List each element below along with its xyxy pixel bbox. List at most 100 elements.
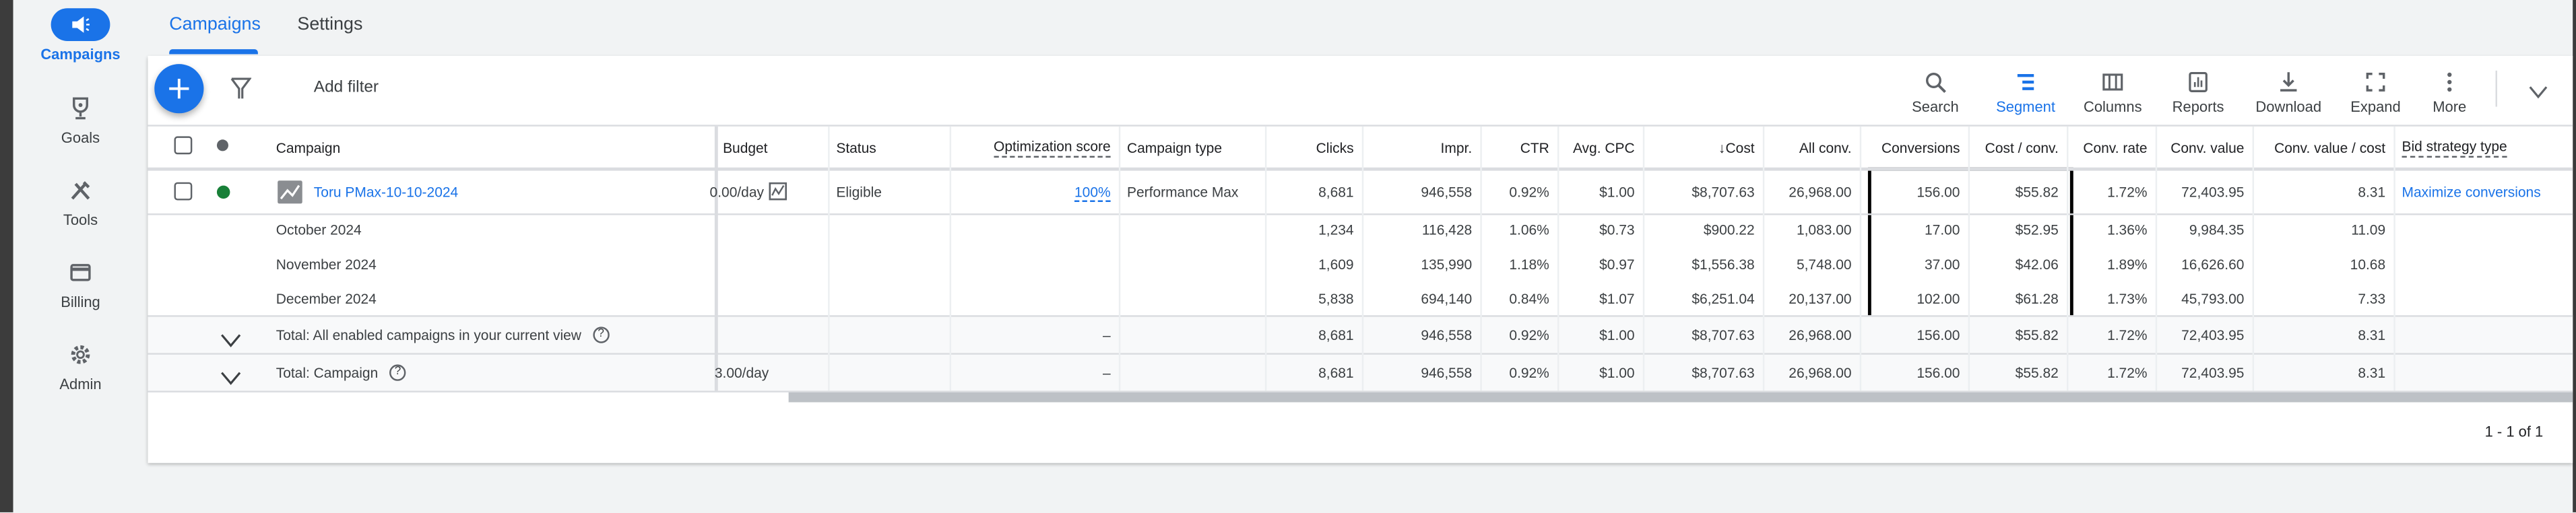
toolbar-download-button[interactable]: Download: [2247, 66, 2329, 115]
cell-value: 45,793.00: [2181, 289, 2245, 306]
column-header[interactable]: Campaign type: [1119, 127, 1265, 168]
sidebar-item-admin[interactable]: Admin: [13, 338, 148, 392]
filter-icon[interactable]: [230, 77, 252, 108]
sidebar-item-goals[interactable]: Goals: [13, 92, 148, 146]
toolbar-segment-button[interactable]: Segment: [1985, 66, 2067, 115]
expand-chevron-icon[interactable]: [220, 364, 242, 394]
more-vert-icon: [2408, 66, 2490, 99]
column-header[interactable]: All conv.: [1763, 127, 1860, 168]
status-enabled-dot[interactable]: [216, 185, 230, 199]
table-cell: $900.22: [1643, 213, 1763, 246]
cell-value: 8,681: [1318, 184, 1354, 201]
sort-descending-icon[interactable]: ↓: [1718, 139, 1726, 156]
toolbar-columns-button[interactable]: Columns: [2071, 66, 2154, 115]
column-header[interactable]: Conv. value: [2156, 127, 2253, 168]
cell-value: 946,558: [1421, 326, 1473, 343]
column-header-campaign[interactable]: Campaign: [276, 139, 341, 156]
tab-settings[interactable]: Settings: [297, 14, 363, 35]
table-cell: Performance Max: [1119, 171, 1265, 213]
table-cell: $0.73: [1557, 213, 1643, 246]
row-checkbox[interactable]: [174, 182, 193, 201]
table-cell: 156.00: [1860, 315, 1968, 353]
sidebar-item-campaigns[interactable]: Campaigns: [13, 8, 148, 63]
cell-value: 72,403.95: [2181, 184, 2245, 201]
status-header-dot: [216, 139, 228, 151]
cell-value: $8,707.63: [1692, 184, 1755, 201]
column-header-label: Campaign type: [1127, 139, 1223, 156]
column-divider: [2155, 126, 2158, 391]
sidebar-item-billing[interactable]: Billing: [13, 256, 148, 310]
cell-value: 1.36%: [2107, 221, 2148, 238]
column-header[interactable]: Bid strategy type: [2393, 127, 2573, 168]
table-cell: 0.84%: [1480, 281, 1557, 315]
horizontal-scrollbar[interactable]: [788, 390, 2573, 403]
cell-value: 694,140: [1421, 289, 1473, 306]
column-header[interactable]: ↓ Cost: [1643, 127, 1763, 168]
table-cell: $1.00: [1557, 171, 1643, 213]
table-cell: 0.92%: [1480, 171, 1557, 213]
toolbar-more-button[interactable]: More: [2408, 66, 2490, 115]
column-header[interactable]: Optimization score: [950, 127, 1119, 168]
column-header[interactable]: Budget: [715, 127, 828, 168]
column-header-label: All conv.: [1799, 139, 1852, 156]
column-header[interactable]: Conv. value / cost: [2253, 127, 2394, 168]
cell-value: $6,251.04: [1692, 289, 1755, 306]
budget-chart-icon[interactable]: [764, 181, 787, 203]
cell-value: Eligible: [836, 184, 882, 201]
sidebar-item-tools[interactable]: Tools: [13, 174, 148, 228]
column-header[interactable]: CTR: [1480, 127, 1557, 168]
help-icon[interactable]: ?: [389, 364, 406, 380]
toolbar-expand-button[interactable]: Expand: [2335, 66, 2417, 115]
column-header[interactable]: Cost / conv.: [1968, 127, 2067, 168]
expand-chevron-icon[interactable]: [220, 327, 242, 356]
column-header[interactable]: Clicks: [1265, 127, 1362, 168]
column-divider: [1480, 126, 1482, 391]
column-divider: [1118, 126, 1121, 391]
cell-value: 7.33: [2358, 289, 2386, 306]
cell-value: 5,838: [1318, 289, 1354, 306]
optimization-score-link[interactable]: 100%: [950, 171, 1119, 213]
tab-campaigns[interactable]: Campaigns: [169, 14, 261, 35]
campaign-name-link[interactable]: Toru PMax-10-10-2024: [313, 184, 459, 201]
toolbar-search-button[interactable]: Search: [1894, 66, 1976, 115]
table-cell: 0.00/day: [710, 171, 823, 213]
column-header-label: Avg. CPC: [1572, 139, 1635, 156]
pagination-label: 1 - 1 of 1: [2484, 423, 2544, 440]
add-filter-button[interactable]: Add filter: [313, 79, 379, 97]
toolbar-reports-button[interactable]: Reports: [2157, 66, 2239, 115]
cell-value: $1.00: [1599, 184, 1635, 201]
cell-value: 10.68: [2350, 255, 2386, 272]
bid-strategy-link[interactable]: Maximize conversions: [2393, 171, 2573, 213]
table-cell: $1,556.38: [1643, 246, 1763, 281]
column-header-label: Budget: [723, 139, 768, 156]
table-cell: $55.82: [1968, 315, 2067, 353]
collapse-chevron-icon[interactable]: [2528, 79, 2548, 108]
column-divider: [1557, 126, 1559, 391]
table-cell: 0.92%: [1480, 315, 1557, 353]
cell-value: 17.00: [1925, 221, 1960, 238]
toolbar-label: Segment: [1996, 98, 2055, 115]
table-cell: $1.07: [1557, 281, 1643, 315]
table-cell: $1.00: [1557, 353, 1643, 390]
gear-icon: [13, 338, 148, 371]
table-cell: 946,558: [1362, 315, 1481, 353]
total-row-label: Total: All enabled campaigns in your cur…: [268, 315, 703, 353]
column-header[interactable]: Impr.: [1362, 127, 1481, 168]
segment-label: October 2024: [276, 221, 362, 238]
cell-value: 8.31: [2358, 184, 2386, 201]
column-header[interactable]: Conv. rate: [2067, 127, 2156, 168]
cell-value: 8,681: [1318, 326, 1354, 343]
column-header[interactable]: Avg. CPC: [1557, 127, 1643, 168]
table-cell: 37.00: [1860, 246, 1968, 281]
help-icon[interactable]: ?: [592, 326, 610, 343]
table-cell: 946,558: [1362, 171, 1481, 213]
column-header-label: Clicks: [1316, 139, 1354, 156]
table-cell: 7.33: [2253, 281, 2394, 315]
column-header[interactable]: Conversions: [1860, 127, 1968, 168]
cell-value: 1.72%: [2107, 364, 2148, 380]
create-button[interactable]: [154, 64, 204, 114]
table-cell: 1.36%: [2067, 213, 2156, 246]
column-header[interactable]: Status: [828, 127, 949, 168]
cell-value: $55.82: [2015, 326, 2059, 343]
select-all-checkbox[interactable]: [174, 136, 193, 155]
